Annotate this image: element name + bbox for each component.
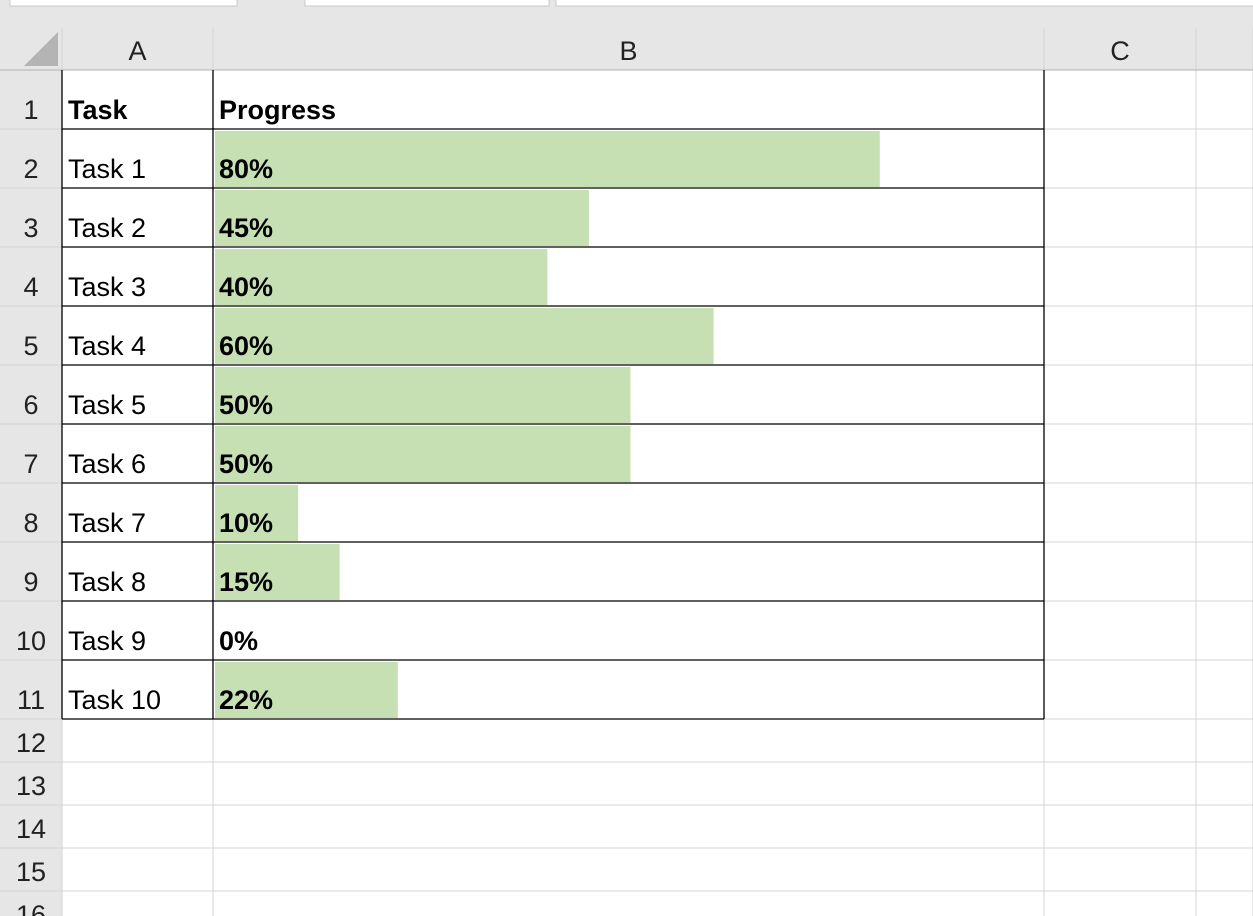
row-header[interactable]: 10 (16, 626, 46, 656)
data-bar (215, 544, 340, 600)
row-header[interactable]: 4 (23, 272, 38, 302)
progress-cell[interactable]: 40% (219, 272, 273, 302)
data-bar (215, 485, 299, 541)
row-header[interactable]: 11 (17, 685, 45, 715)
data-bar (215, 308, 714, 364)
task-cell[interactable]: Task 10 (68, 685, 161, 715)
task-cell[interactable]: Task 2 (68, 213, 146, 243)
row-header[interactable]: 9 (23, 567, 38, 597)
header-cell[interactable]: Progress (219, 95, 336, 125)
progress-cell[interactable]: 60% (219, 331, 273, 361)
row-header[interactable]: 8 (23, 508, 38, 538)
task-cell[interactable]: Task 4 (68, 331, 146, 361)
progress-cell[interactable]: 15% (219, 567, 273, 597)
row-header[interactable]: 7 (23, 449, 38, 479)
row-header[interactable]: 14 (16, 814, 46, 844)
row-header[interactable]: 15 (16, 857, 46, 887)
progress-cell[interactable]: 0% (219, 626, 258, 656)
data-bar (215, 367, 631, 423)
row-header[interactable]: 6 (23, 390, 38, 420)
name-box[interactable] (9, 0, 238, 7)
data-bar (215, 249, 548, 305)
progress-cell[interactable]: 45% (219, 213, 273, 243)
progress-cell[interactable]: 50% (219, 390, 273, 420)
row-header[interactable]: 16 (16, 900, 46, 916)
task-cell[interactable]: Task 6 (68, 449, 146, 479)
toolbar-box[interactable] (304, 0, 550, 7)
row-header[interactable]: 3 (23, 213, 38, 243)
select-all[interactable] (24, 32, 58, 66)
progress-cell[interactable]: 10% (219, 508, 273, 538)
row-header[interactable]: 1 (23, 95, 38, 125)
row-header[interactable]: 13 (16, 771, 46, 801)
column-header[interactable]: B (619, 36, 637, 66)
task-cell[interactable]: Task 5 (68, 390, 146, 420)
progress-cell[interactable]: 80% (219, 154, 273, 184)
task-cell[interactable]: Task 3 (68, 272, 146, 302)
progress-cell[interactable]: 22% (219, 685, 273, 715)
column-header[interactable]: A (128, 36, 146, 66)
row-header[interactable]: 2 (23, 154, 38, 184)
header-cell[interactable]: Task (68, 95, 129, 125)
task-cell[interactable]: Task 7 (68, 508, 146, 538)
data-bar (215, 426, 631, 482)
data-bar (215, 190, 589, 246)
progress-cell[interactable]: 50% (219, 449, 273, 479)
task-cell[interactable]: Task 8 (68, 567, 146, 597)
data-bar (215, 662, 398, 718)
row-header[interactable]: 12 (16, 728, 46, 758)
task-cell[interactable]: Task 1 (68, 154, 146, 184)
row-header-bar (0, 70, 62, 916)
data-bar (215, 131, 880, 187)
task-cell[interactable]: Task 9 (68, 626, 146, 656)
formula-bar[interactable] (555, 0, 1253, 7)
column-header[interactable]: C (1110, 36, 1130, 66)
row-header[interactable]: 5 (23, 331, 38, 361)
